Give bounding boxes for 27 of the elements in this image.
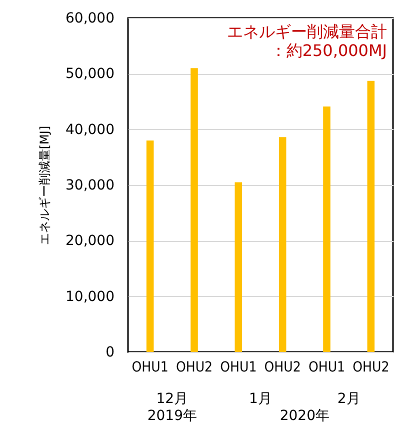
x-tick-label: OHU1 (220, 360, 257, 376)
bar (146, 140, 154, 352)
annotation: ：約250,000MJ (270, 41, 387, 60)
y-tick-label: 20,000 (66, 233, 114, 250)
bar (323, 106, 330, 352)
x-tick-label: OHU2 (264, 360, 301, 376)
y-tick-label: 30,000 (66, 178, 114, 194)
x-tick-label: OHU2 (352, 360, 390, 376)
text: 2019年 (147, 408, 197, 424)
text: 1月 (249, 391, 272, 407)
x-tick-label: OHU1 (132, 360, 168, 376)
bar (367, 80, 375, 352)
text: 2月 (337, 391, 360, 407)
y-tick-label: 60,000 (66, 10, 114, 26)
y-tick-label: 40,000 (66, 122, 114, 138)
bar (190, 68, 198, 352)
bar (278, 137, 286, 352)
bar (234, 182, 242, 352)
x-tick-label: OHU2 (176, 360, 213, 376)
y-tick-label: 10,000 (66, 288, 114, 305)
y-tick-label: 0 (106, 344, 114, 360)
x-tick-label: OHU1 (308, 360, 346, 376)
annotation: エネルギー削減量合計 (227, 22, 387, 41)
y-axis-title: エネルギー削減量[MJ] (38, 126, 52, 246)
text: 12月 (156, 391, 188, 407)
y-tick-label: 50,000 (66, 66, 114, 82)
text: 2020年 (280, 408, 330, 424)
